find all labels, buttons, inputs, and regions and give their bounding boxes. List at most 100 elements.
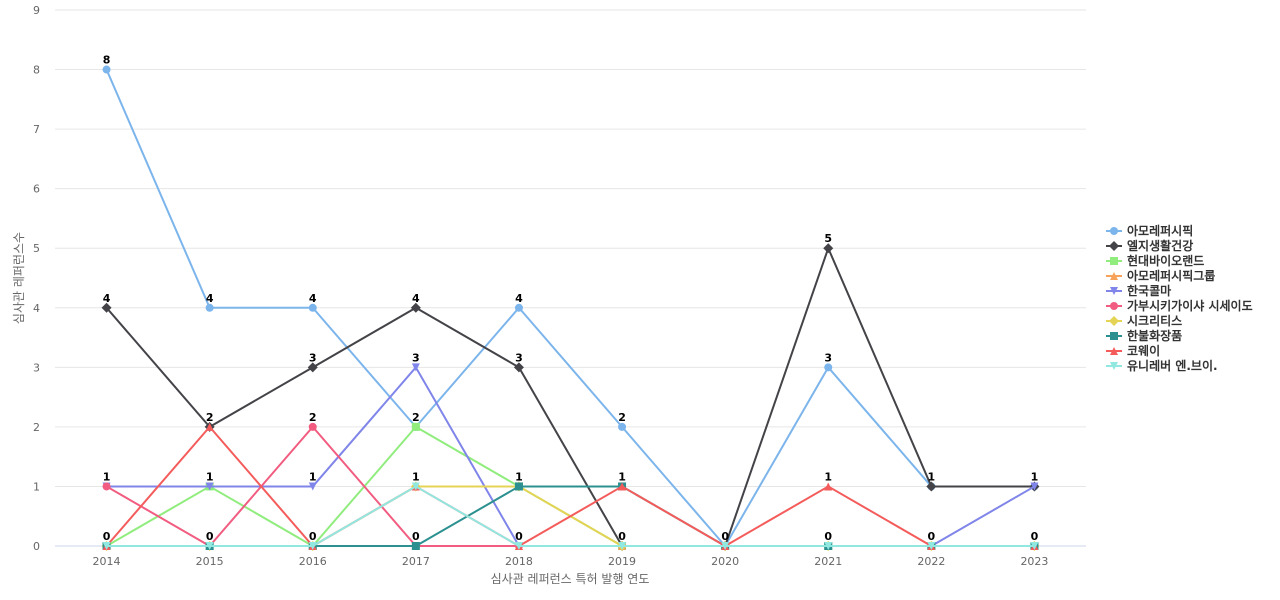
legend-label: 가부시키가이샤 시세이도 bbox=[1127, 298, 1253, 313]
data-point bbox=[824, 482, 833, 491]
data-point bbox=[411, 363, 420, 372]
legend-item[interactable]: 한불화장품 bbox=[1106, 328, 1182, 343]
legend-marker bbox=[1110, 302, 1118, 310]
x-tick-label: 2017 bbox=[402, 555, 430, 568]
y-axis-title: 심사관 레퍼런스수 bbox=[12, 232, 26, 324]
y-axis-ticks: 0 1 2 3 4 5 6 7 8 9 bbox=[33, 4, 40, 553]
data-label: 0 bbox=[206, 530, 214, 543]
x-tick-label: 2016 bbox=[299, 555, 327, 568]
legend-item[interactable]: 유니레버 엔.브이. bbox=[1106, 358, 1218, 373]
data-label: 3 bbox=[412, 351, 420, 364]
data-point bbox=[205, 303, 214, 312]
data-point bbox=[618, 542, 627, 550]
y-tick-label: 0 bbox=[33, 540, 40, 553]
legend-item[interactable]: 현대바이오랜드 bbox=[1106, 253, 1204, 268]
x-tick-label: 2019 bbox=[608, 555, 636, 568]
series-line bbox=[105, 425, 1035, 547]
legend-label: 코웨이 bbox=[1127, 343, 1160, 358]
data-point bbox=[618, 482, 627, 491]
y-tick-label: 4 bbox=[33, 302, 40, 315]
data-label: 2 bbox=[618, 411, 626, 424]
y-tick-label: 3 bbox=[33, 361, 40, 374]
data-point bbox=[721, 542, 730, 550]
data-label: 1 bbox=[515, 470, 523, 483]
x-tick-label: 2015 bbox=[196, 555, 224, 568]
legend-marker bbox=[1110, 227, 1118, 235]
y-tick-label: 7 bbox=[33, 123, 40, 136]
data-label: 1 bbox=[309, 470, 317, 483]
data-point bbox=[308, 422, 317, 431]
data-label: 1 bbox=[103, 470, 111, 483]
series-layer bbox=[101, 65, 1040, 551]
data-point bbox=[824, 363, 833, 372]
legend-item[interactable]: 한국콜마 bbox=[1106, 283, 1171, 298]
data-point bbox=[308, 303, 317, 312]
legend-item[interactable]: 시크리티스 bbox=[1106, 313, 1182, 328]
legend-item[interactable]: 가부시키가이샤 시세이도 bbox=[1106, 298, 1253, 313]
data-point bbox=[205, 542, 214, 550]
data-label: 0 bbox=[1031, 530, 1039, 543]
legend-label: 한불화장품 bbox=[1127, 328, 1182, 343]
grid-lines bbox=[55, 9, 1086, 547]
x-axis-ticks: 2014 2015 2016 2017 2018 2019 2020 2021 2022 2023 bbox=[93, 555, 1049, 568]
data-point bbox=[102, 482, 111, 491]
series-line bbox=[105, 69, 1035, 547]
data-label: 2 bbox=[309, 411, 317, 424]
data-label: 0 bbox=[515, 530, 523, 543]
series-line bbox=[105, 247, 1035, 547]
data-label: 0 bbox=[309, 530, 317, 543]
data-label: 3 bbox=[515, 351, 523, 364]
data-point bbox=[513, 362, 524, 373]
data-label: 4 bbox=[515, 292, 523, 305]
data-point bbox=[926, 481, 937, 492]
y-tick-label: 2 bbox=[33, 421, 40, 434]
legend-label: 시크리티스 bbox=[1127, 313, 1182, 328]
x-tick-label: 2023 bbox=[1020, 555, 1048, 568]
legend-marker bbox=[1110, 332, 1118, 340]
series-10 bbox=[102, 482, 1039, 550]
legend-marker bbox=[1110, 287, 1118, 295]
data-point bbox=[102, 65, 111, 74]
legend-item[interactable]: 엘지생활건강 bbox=[1106, 238, 1193, 253]
data-label: 0 bbox=[618, 530, 626, 543]
data-point bbox=[308, 482, 317, 491]
data-label: 1 bbox=[206, 470, 214, 483]
legend-item[interactable]: 아모레퍼시픽 bbox=[1106, 223, 1193, 238]
data-point bbox=[514, 482, 523, 491]
data-label: 1 bbox=[1031, 470, 1039, 483]
legend-item[interactable]: 코웨이 bbox=[1106, 343, 1160, 358]
data-label: 4 bbox=[206, 292, 214, 305]
legend-label: 한국콜마 bbox=[1127, 283, 1171, 298]
data-label: 4 bbox=[412, 292, 420, 305]
legend-marker bbox=[1110, 272, 1118, 280]
legend-marker bbox=[1109, 241, 1119, 251]
data-point bbox=[824, 542, 833, 550]
data-point bbox=[514, 542, 523, 550]
y-tick-label: 6 bbox=[33, 183, 40, 196]
data-point bbox=[1030, 542, 1039, 550]
data-labels: 8 4 1 0 4 2 1 0 4 3 2 1 0 4 3 2 1 0 4 3 1 0 2 1 0 0 5 3 1 0 1 0 1 0 bbox=[103, 54, 1039, 543]
data-label: 0 bbox=[824, 530, 832, 543]
data-label: 1 bbox=[928, 470, 936, 483]
data-point bbox=[102, 542, 111, 550]
legend-item[interactable]: 아모레퍼시픽그룹 bbox=[1106, 268, 1215, 283]
x-axis-title: 심사관 레퍼런스 특허 발행 연도 bbox=[491, 571, 650, 586]
x-tick-label: 2018 bbox=[505, 555, 533, 568]
data-point bbox=[1030, 482, 1039, 491]
data-label: 8 bbox=[103, 54, 111, 67]
x-tick-label: 2014 bbox=[93, 555, 121, 568]
data-label: 5 bbox=[824, 232, 832, 245]
x-tick-label: 2022 bbox=[917, 555, 945, 568]
data-label: 4 bbox=[103, 292, 111, 305]
legend-marker bbox=[1109, 316, 1119, 326]
legend-marker bbox=[1110, 347, 1118, 355]
data-point bbox=[307, 362, 318, 373]
data-point bbox=[411, 422, 420, 431]
data-label: 4 bbox=[309, 292, 317, 305]
y-tick-label: 8 bbox=[33, 64, 40, 77]
legend-label: 아모레퍼시픽 bbox=[1127, 223, 1193, 238]
data-label: 0 bbox=[721, 530, 729, 543]
data-label: 0 bbox=[103, 530, 111, 543]
